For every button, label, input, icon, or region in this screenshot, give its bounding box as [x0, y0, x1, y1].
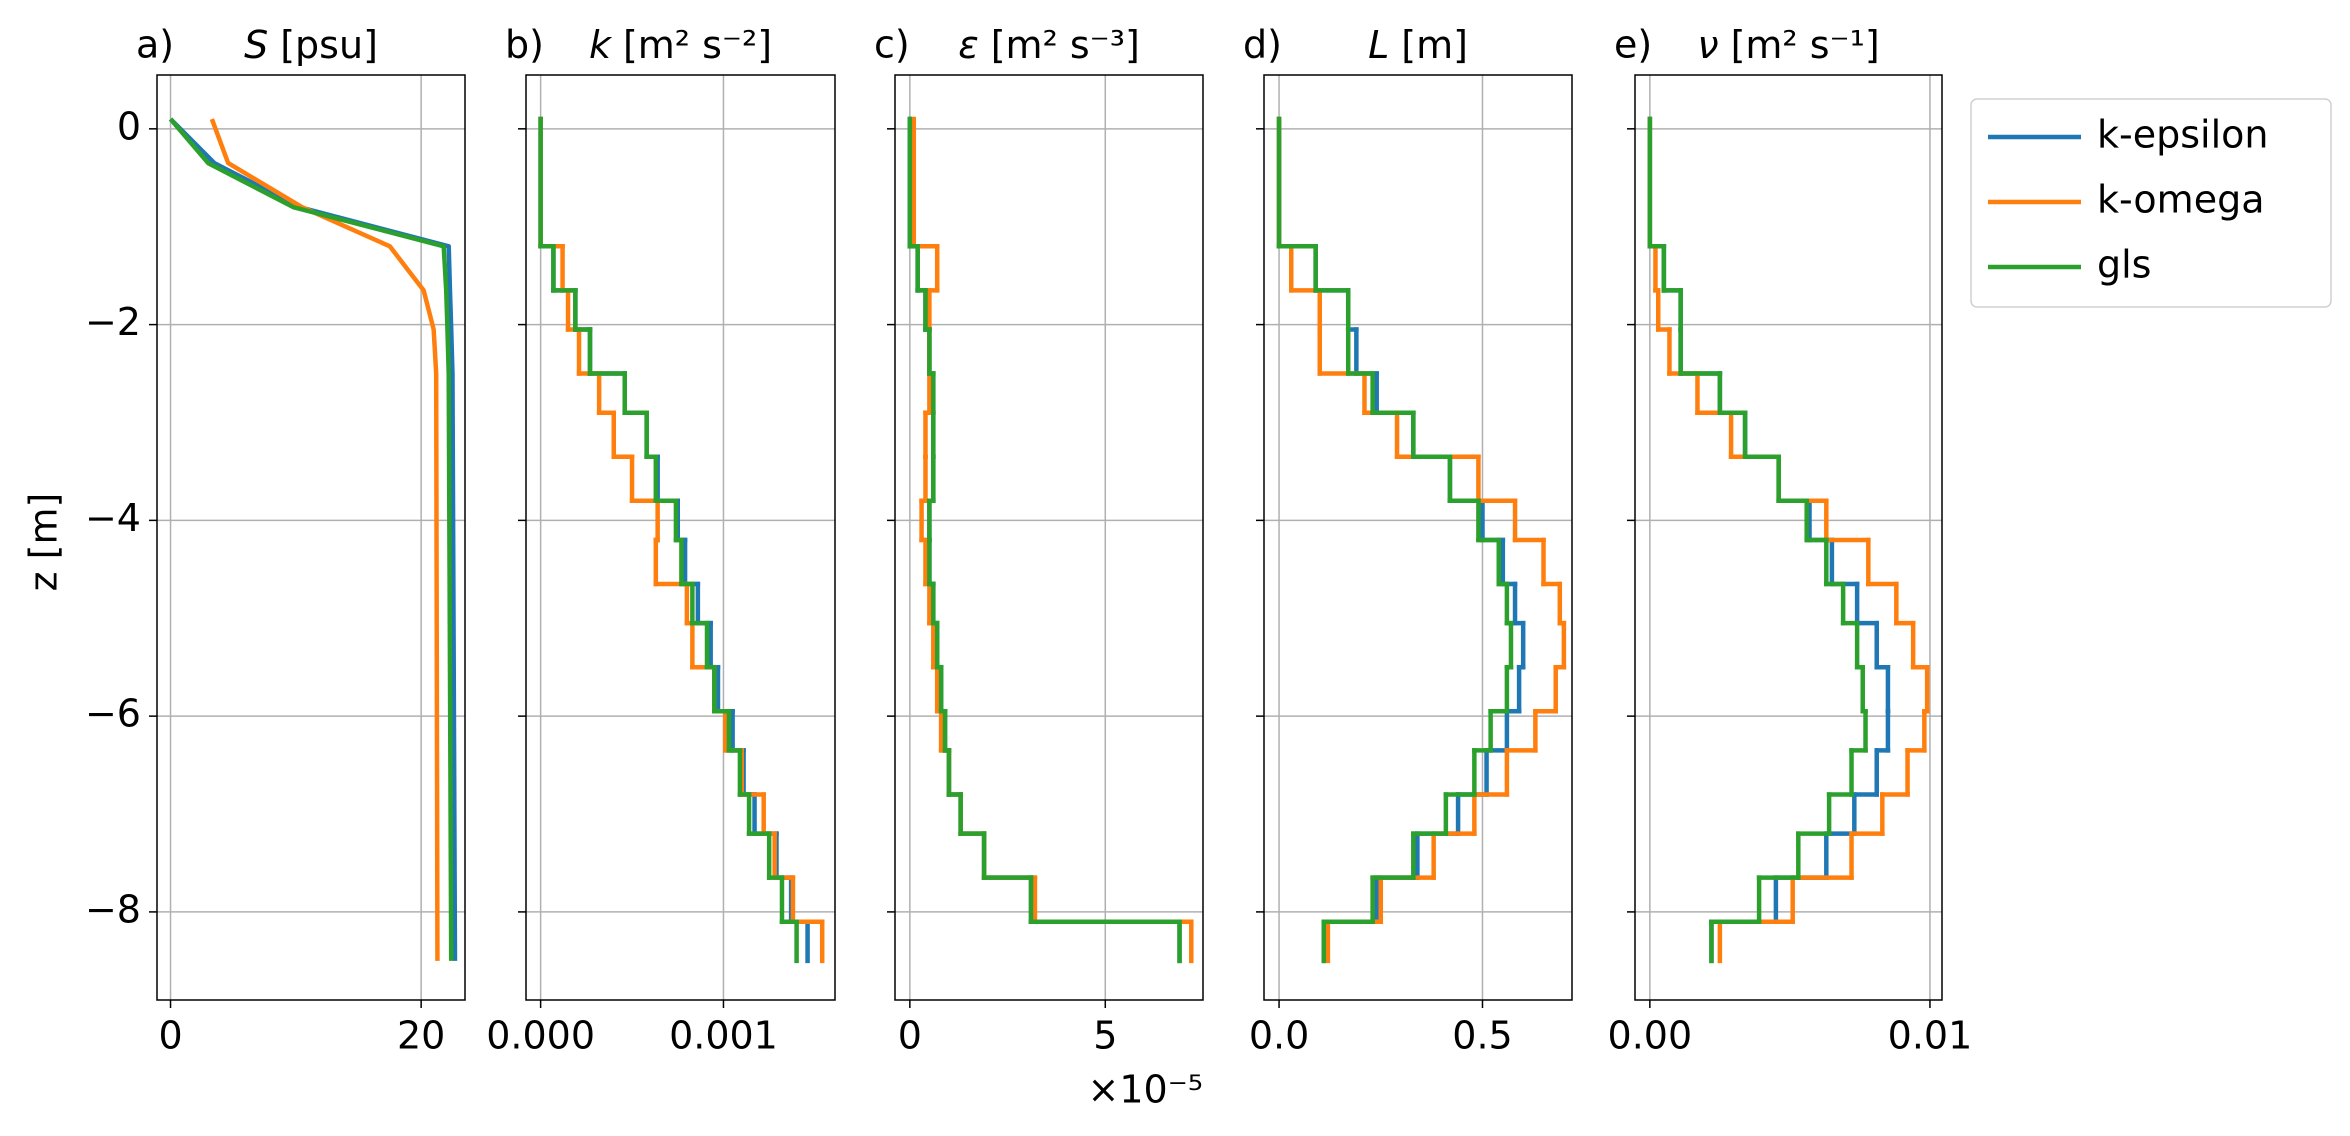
panel: 0.000 0.001 b) k [m² s⁻²] — [486, 23, 836, 1058]
series-group — [168, 117, 458, 961]
series-group — [1276, 116, 1567, 964]
panel-label: c) — [874, 23, 910, 67]
y-tick-label: −4 — [85, 496, 141, 540]
panel: 0.00 0.01 e) ν [m² s⁻¹] — [1608, 23, 1973, 1058]
series-group — [907, 116, 1194, 964]
x-tick-label: 0.0 — [1249, 1014, 1309, 1058]
x-tick-label: 0 — [158, 1014, 182, 1058]
x-tick-label: 5 — [1093, 1014, 1117, 1058]
x-tick-label: 0 — [898, 1014, 922, 1058]
x-tick-label: 0.000 — [486, 1014, 595, 1058]
panel-title: S [psu] — [244, 23, 378, 67]
title-symbol: ε — [958, 23, 979, 67]
y-axis-label: z [m] — [22, 493, 66, 592]
y-tick-label: −2 — [85, 300, 141, 344]
panel-title: ε [m² s⁻³] — [958, 23, 1140, 67]
legend-label: k-epsilon — [2097, 113, 2268, 157]
panel-label: d) — [1243, 23, 1282, 67]
axes-frame — [525, 74, 836, 1001]
series-line — [209, 118, 440, 961]
x-tick-label: 0.001 — [669, 1014, 778, 1058]
panel-label: e) — [1614, 23, 1652, 67]
title-unit: [m] — [1401, 23, 1468, 67]
y-tick-label: −8 — [85, 887, 141, 931]
title-symbol: S — [244, 23, 268, 67]
legend: k-epsilon k-omega gls — [1970, 98, 2332, 308]
axes-frame — [1263, 74, 1573, 1001]
series-line — [168, 117, 458, 961]
series-group — [538, 116, 825, 964]
legend-label: gls — [2097, 243, 2151, 287]
title-unit: [psu] — [280, 23, 378, 67]
y-tick-label: 0 — [117, 104, 141, 148]
panel: 0 −2 −4 −6 −8 0 20 a) S [psu] — [85, 23, 466, 1058]
series-line — [168, 117, 454, 961]
title-unit: [m² s⁻²] — [623, 23, 772, 67]
title-symbol: k — [589, 23, 613, 67]
x-tick-label: 20 — [397, 1014, 445, 1058]
x-tick-label: 0.5 — [1452, 1014, 1512, 1058]
x-offset-label: ×10⁻⁵ — [1088, 1068, 1203, 1112]
panel: 0 5 ×10⁻⁵ c) ε [m² s⁻³] — [874, 23, 1204, 1112]
axes-frame — [1634, 74, 1943, 1001]
legend-label: k-omega — [2097, 178, 2264, 222]
legend-box — [1970, 98, 2332, 308]
series-group — [1647, 116, 1930, 964]
title-symbol: ν — [1697, 23, 1718, 67]
axes-frame — [156, 74, 466, 1001]
panel-title: k [m² s⁻²] — [589, 23, 772, 67]
y-tick-label: −6 — [85, 692, 141, 736]
axes-frame — [894, 74, 1204, 1001]
title-unit: [m² s⁻³] — [991, 23, 1140, 67]
title-unit: [m² s⁻¹] — [1731, 23, 1880, 67]
panel-label: a) — [136, 23, 174, 67]
title-symbol: L — [1368, 23, 1389, 67]
panel: 0.0 0.5 d) L [m] — [1243, 23, 1573, 1058]
x-tick-label: 0.00 — [1608, 1014, 1693, 1058]
panel-label: b) — [505, 23, 544, 67]
x-tick-label: 0.01 — [1888, 1014, 1973, 1058]
panel-title: L [m] — [1368, 23, 1468, 67]
panel-title: ν [m² s⁻¹] — [1697, 23, 1879, 67]
